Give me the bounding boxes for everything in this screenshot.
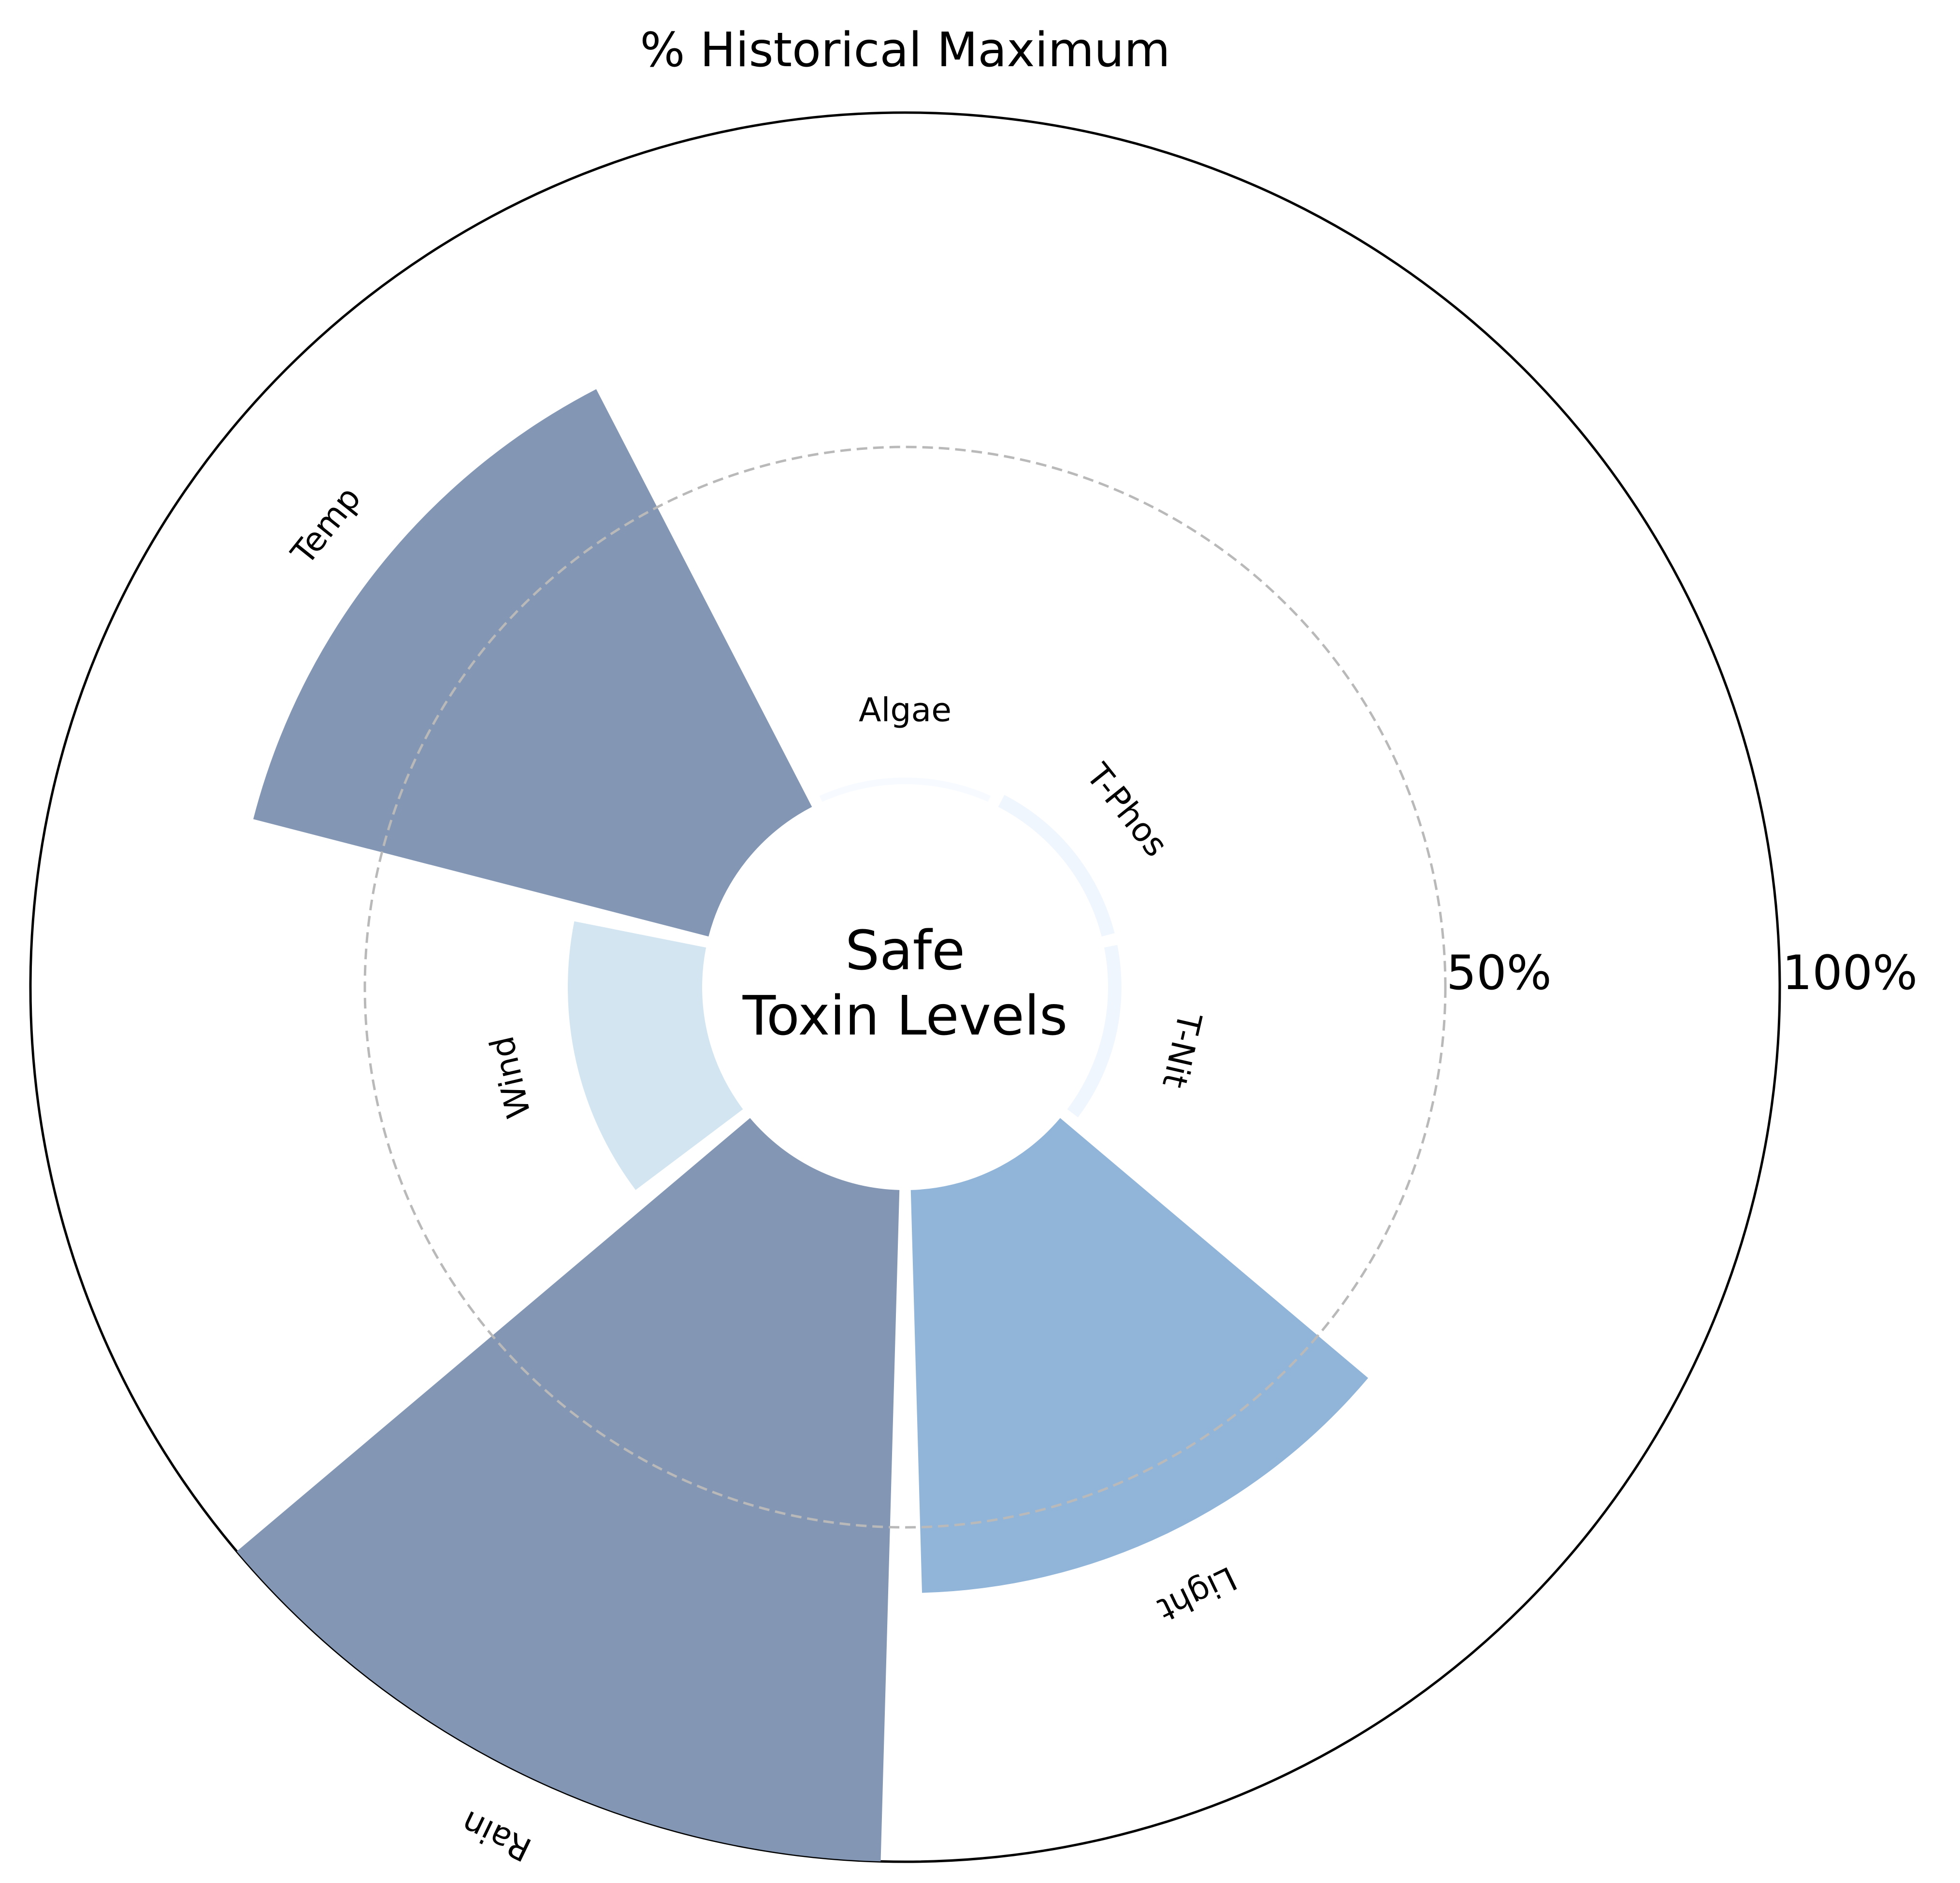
bar-light — [910, 1118, 1369, 1593]
bar-wind — [568, 921, 743, 1190]
bar-t-phos — [998, 795, 1115, 937]
bar-t-nit — [1067, 945, 1122, 1118]
chart-title: % Historical Maximum — [640, 23, 1170, 78]
center-label-line-1: Safe — [845, 920, 965, 982]
bar-label-algae: Algae — [859, 691, 951, 730]
bar-algae — [819, 777, 991, 802]
radial-tick-label-50: 50% — [1446, 946, 1552, 1001]
bar-rain — [236, 1118, 900, 1862]
bars-group — [236, 389, 1369, 1862]
bar-label-rain: Rain — [456, 1803, 537, 1869]
radial-tick-label-100: 100% — [1782, 946, 1917, 1001]
grid-ring-50 — [363, 446, 1447, 1529]
center-label-line-2: Toxin Levels — [742, 985, 1067, 1048]
bar-temp — [253, 389, 812, 937]
